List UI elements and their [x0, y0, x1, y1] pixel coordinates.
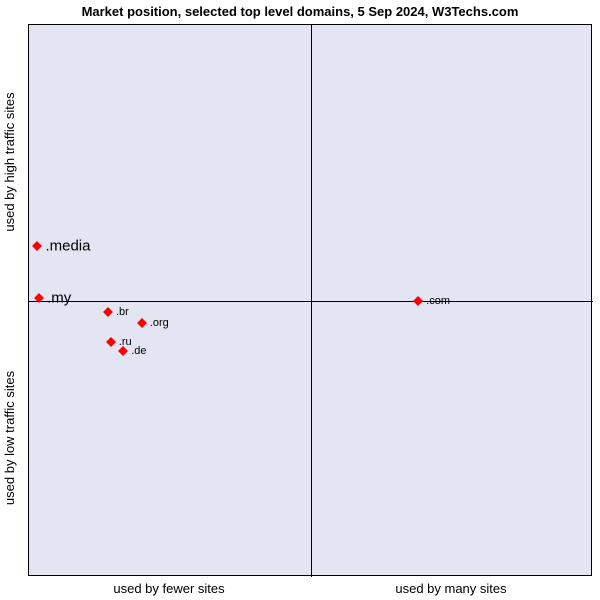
data-point: [33, 241, 43, 251]
y-axis-label-high: used by high traffic sites: [2, 24, 17, 300]
data-point: [106, 337, 116, 347]
x-axis-label-many: used by many sites: [310, 581, 592, 596]
data-point: [103, 307, 113, 317]
chart-title: Market position, selected top level doma…: [0, 4, 600, 19]
market-position-chart: Market position, selected top level doma…: [0, 0, 600, 600]
y-axis-label-low: used by low traffic sites: [2, 300, 17, 576]
axis-midline-horizontal: [29, 301, 593, 302]
data-point: [137, 318, 147, 328]
data-point-label: .media: [45, 237, 90, 254]
plot-area: .media.my.br.org.ru.de.com: [28, 24, 592, 576]
data-point-label: .my: [47, 290, 71, 307]
data-point: [413, 296, 423, 306]
data-point-label: .org: [150, 317, 169, 329]
data-point-label: .br: [116, 306, 129, 318]
data-point-label: .de: [131, 345, 146, 357]
x-axis-label-fewer: used by fewer sites: [28, 581, 310, 596]
data-point-label: .com: [426, 295, 450, 307]
